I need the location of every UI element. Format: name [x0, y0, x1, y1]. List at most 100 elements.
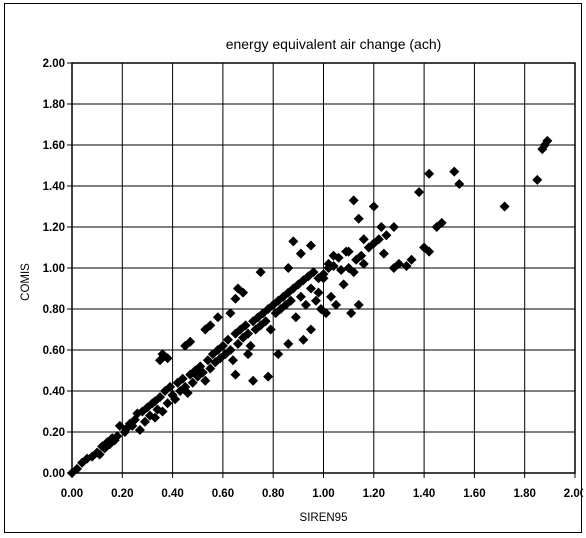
data-point: [162, 353, 173, 364]
data-point: [338, 279, 349, 290]
data-point: [358, 258, 369, 269]
y-tick-label: 1.80: [43, 99, 65, 111]
y-tick-label: 0.40: [43, 386, 65, 398]
x-tick-label: 1.60: [463, 488, 485, 500]
data-point: [72, 463, 83, 474]
gridlines: [72, 63, 575, 473]
x-tick-label: 0.80: [262, 488, 284, 500]
data-point: [243, 328, 254, 339]
scatter-chart: energy equivalent air change (ach) 0.00 0…: [20, 36, 583, 524]
data-point: [343, 246, 354, 257]
data-point: [401, 260, 412, 271]
data-point: [424, 168, 435, 179]
y-tick-label: 0.80: [43, 304, 65, 316]
data-point: [248, 316, 259, 327]
data-point: [170, 394, 181, 405]
data-point: [99, 443, 110, 454]
y-tick-label: 1.20: [43, 222, 65, 234]
data-point: [368, 201, 379, 212]
data-point: [230, 369, 241, 380]
data-point: [356, 250, 367, 261]
data-point: [134, 424, 145, 435]
data-point: [328, 250, 339, 261]
data-point: [94, 449, 105, 460]
data-point: [285, 295, 296, 306]
data-point: [305, 240, 316, 251]
data-point: [248, 375, 259, 386]
data-point: [424, 246, 435, 257]
data-point: [376, 222, 387, 232]
data-point: [310, 295, 321, 306]
y-tick-label: 1.00: [43, 263, 65, 275]
y-tick-label: 0.00: [43, 468, 65, 480]
data-point: [290, 312, 301, 323]
data-point: [283, 263, 294, 273]
y-tick-label: 0.20: [43, 427, 65, 439]
y-tick-label: 2.00: [43, 58, 65, 70]
data-point: [283, 338, 294, 349]
x-tick-label: 1.40: [413, 488, 435, 500]
data-point: [157, 406, 168, 417]
data-point: [353, 213, 364, 224]
data-point: [227, 355, 238, 366]
data-point: [321, 308, 332, 319]
data-point: [232, 338, 243, 349]
data-point: [202, 355, 213, 366]
x-tick-label: 0.20: [111, 488, 133, 500]
data-point: [414, 187, 425, 198]
data-point: [333, 252, 344, 263]
data-point: [200, 375, 211, 386]
data-point: [222, 334, 233, 345]
y-tick-label: 1.40: [43, 181, 65, 193]
data-point: [217, 340, 228, 351]
data-point: [162, 398, 173, 409]
data-point: [542, 135, 553, 146]
data-point: [353, 299, 364, 310]
x-tick-label: 1.80: [514, 488, 536, 500]
data-point: [187, 377, 198, 388]
data-point: [336, 265, 347, 276]
data-point: [532, 174, 543, 185]
data-point: [358, 234, 369, 245]
data-point: [155, 392, 166, 403]
chart-frame: energy equivalent air change (ach) 0.00 0…: [4, 3, 583, 533]
data-point: [132, 408, 143, 419]
data-point: [454, 178, 465, 189]
x-tick-label: 0.00: [61, 488, 83, 500]
y-tick-label: 0.60: [43, 345, 65, 357]
data-point: [318, 269, 329, 280]
data-point: [177, 373, 188, 384]
data-point: [308, 267, 319, 278]
data-point: [373, 234, 384, 245]
data-point: [273, 349, 284, 360]
data-point: [260, 316, 271, 327]
data-point: [331, 299, 342, 310]
data-point: [225, 345, 236, 355]
data-point: [346, 308, 357, 319]
data-point: [165, 381, 176, 392]
data-point: [255, 267, 266, 278]
data-point: [323, 263, 334, 273]
y-tick-label: 1.60: [43, 140, 65, 152]
data-point: [436, 217, 447, 228]
chart-title: energy equivalent air change (ach): [226, 36, 442, 52]
data-point: [263, 371, 274, 382]
data-point: [114, 420, 125, 431]
x-axis-ticks: 0.00 0.20 0.40 0.60 0.80 1.00 1.20 1.40 1.60 1.80…: [61, 473, 583, 500]
data-point: [265, 324, 276, 335]
data-point: [449, 166, 460, 177]
data-point: [326, 291, 337, 302]
data-point: [381, 230, 392, 241]
data-point: [313, 287, 324, 298]
data-point: [388, 222, 399, 232]
data-point: [122, 422, 133, 433]
data-point: [149, 412, 160, 423]
x-tick-label: 1.20: [363, 488, 385, 500]
data-point: [243, 349, 254, 360]
data-point: [147, 398, 158, 409]
data-point: [305, 324, 316, 335]
x-tick-label: 0.40: [161, 488, 183, 500]
data-point: [298, 334, 309, 345]
data-point: [295, 248, 306, 259]
data-point: [240, 320, 251, 331]
